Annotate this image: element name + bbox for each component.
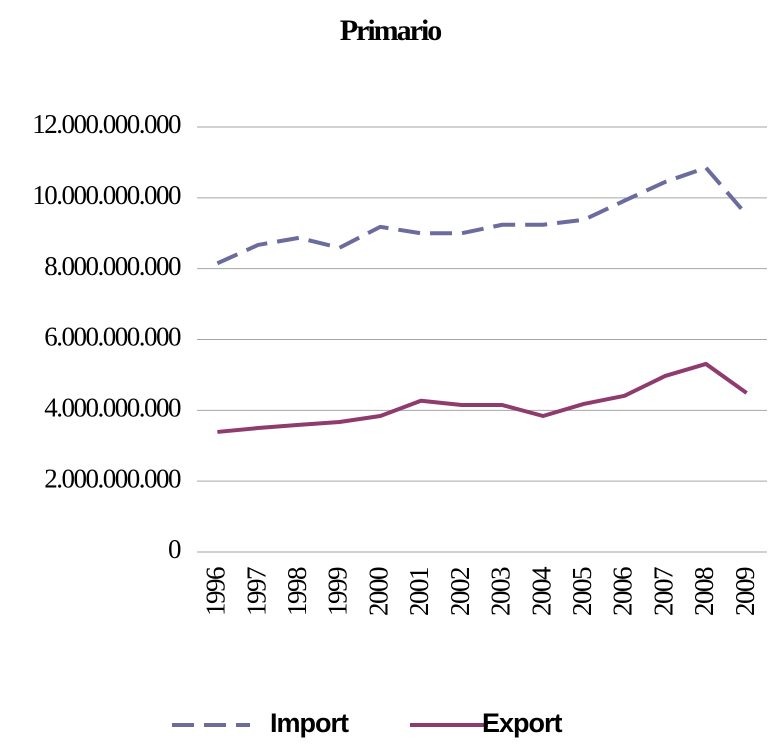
x-tick-label: 2004 — [526, 566, 556, 616]
x-tick-label: 2009 — [730, 567, 760, 616]
line-series — [216, 165, 749, 266]
x-tick-label: 1999 — [323, 567, 353, 616]
x-tick-label: 2007 — [648, 567, 678, 616]
x-tick-label: 2003 — [486, 567, 516, 616]
y-tick-label: 4.000.000.000 — [44, 393, 181, 423]
x-tick-label: 2005 — [567, 567, 597, 616]
y-tick-label: 12.000.000.000 — [32, 109, 181, 139]
legend-label: Export — [482, 708, 563, 738]
chart-title: Primario — [340, 14, 442, 47]
x-tick-label: 2002 — [445, 567, 475, 616]
x-tick-label: 1996 — [201, 567, 231, 616]
x-tick-label: 2000 — [363, 567, 393, 616]
y-tick-label: 6.000.000.000 — [44, 322, 181, 352]
x-tick-label: 2001 — [404, 568, 434, 616]
y-tick-label: 0 — [168, 534, 181, 564]
x-tick-label: 2006 — [608, 567, 638, 616]
legend-label: Import — [270, 708, 349, 738]
y-tick-label: 8.000.000.000 — [44, 251, 181, 281]
x-tick-label: 1998 — [282, 567, 312, 616]
x-tick-label: 2008 — [689, 567, 719, 616]
y-tick-label: 2.000.000.000 — [44, 463, 181, 493]
y-tick-label: 10.000.000.000 — [32, 180, 181, 210]
line-series — [217, 361, 748, 434]
x-tick-label: 1997 — [241, 567, 271, 616]
